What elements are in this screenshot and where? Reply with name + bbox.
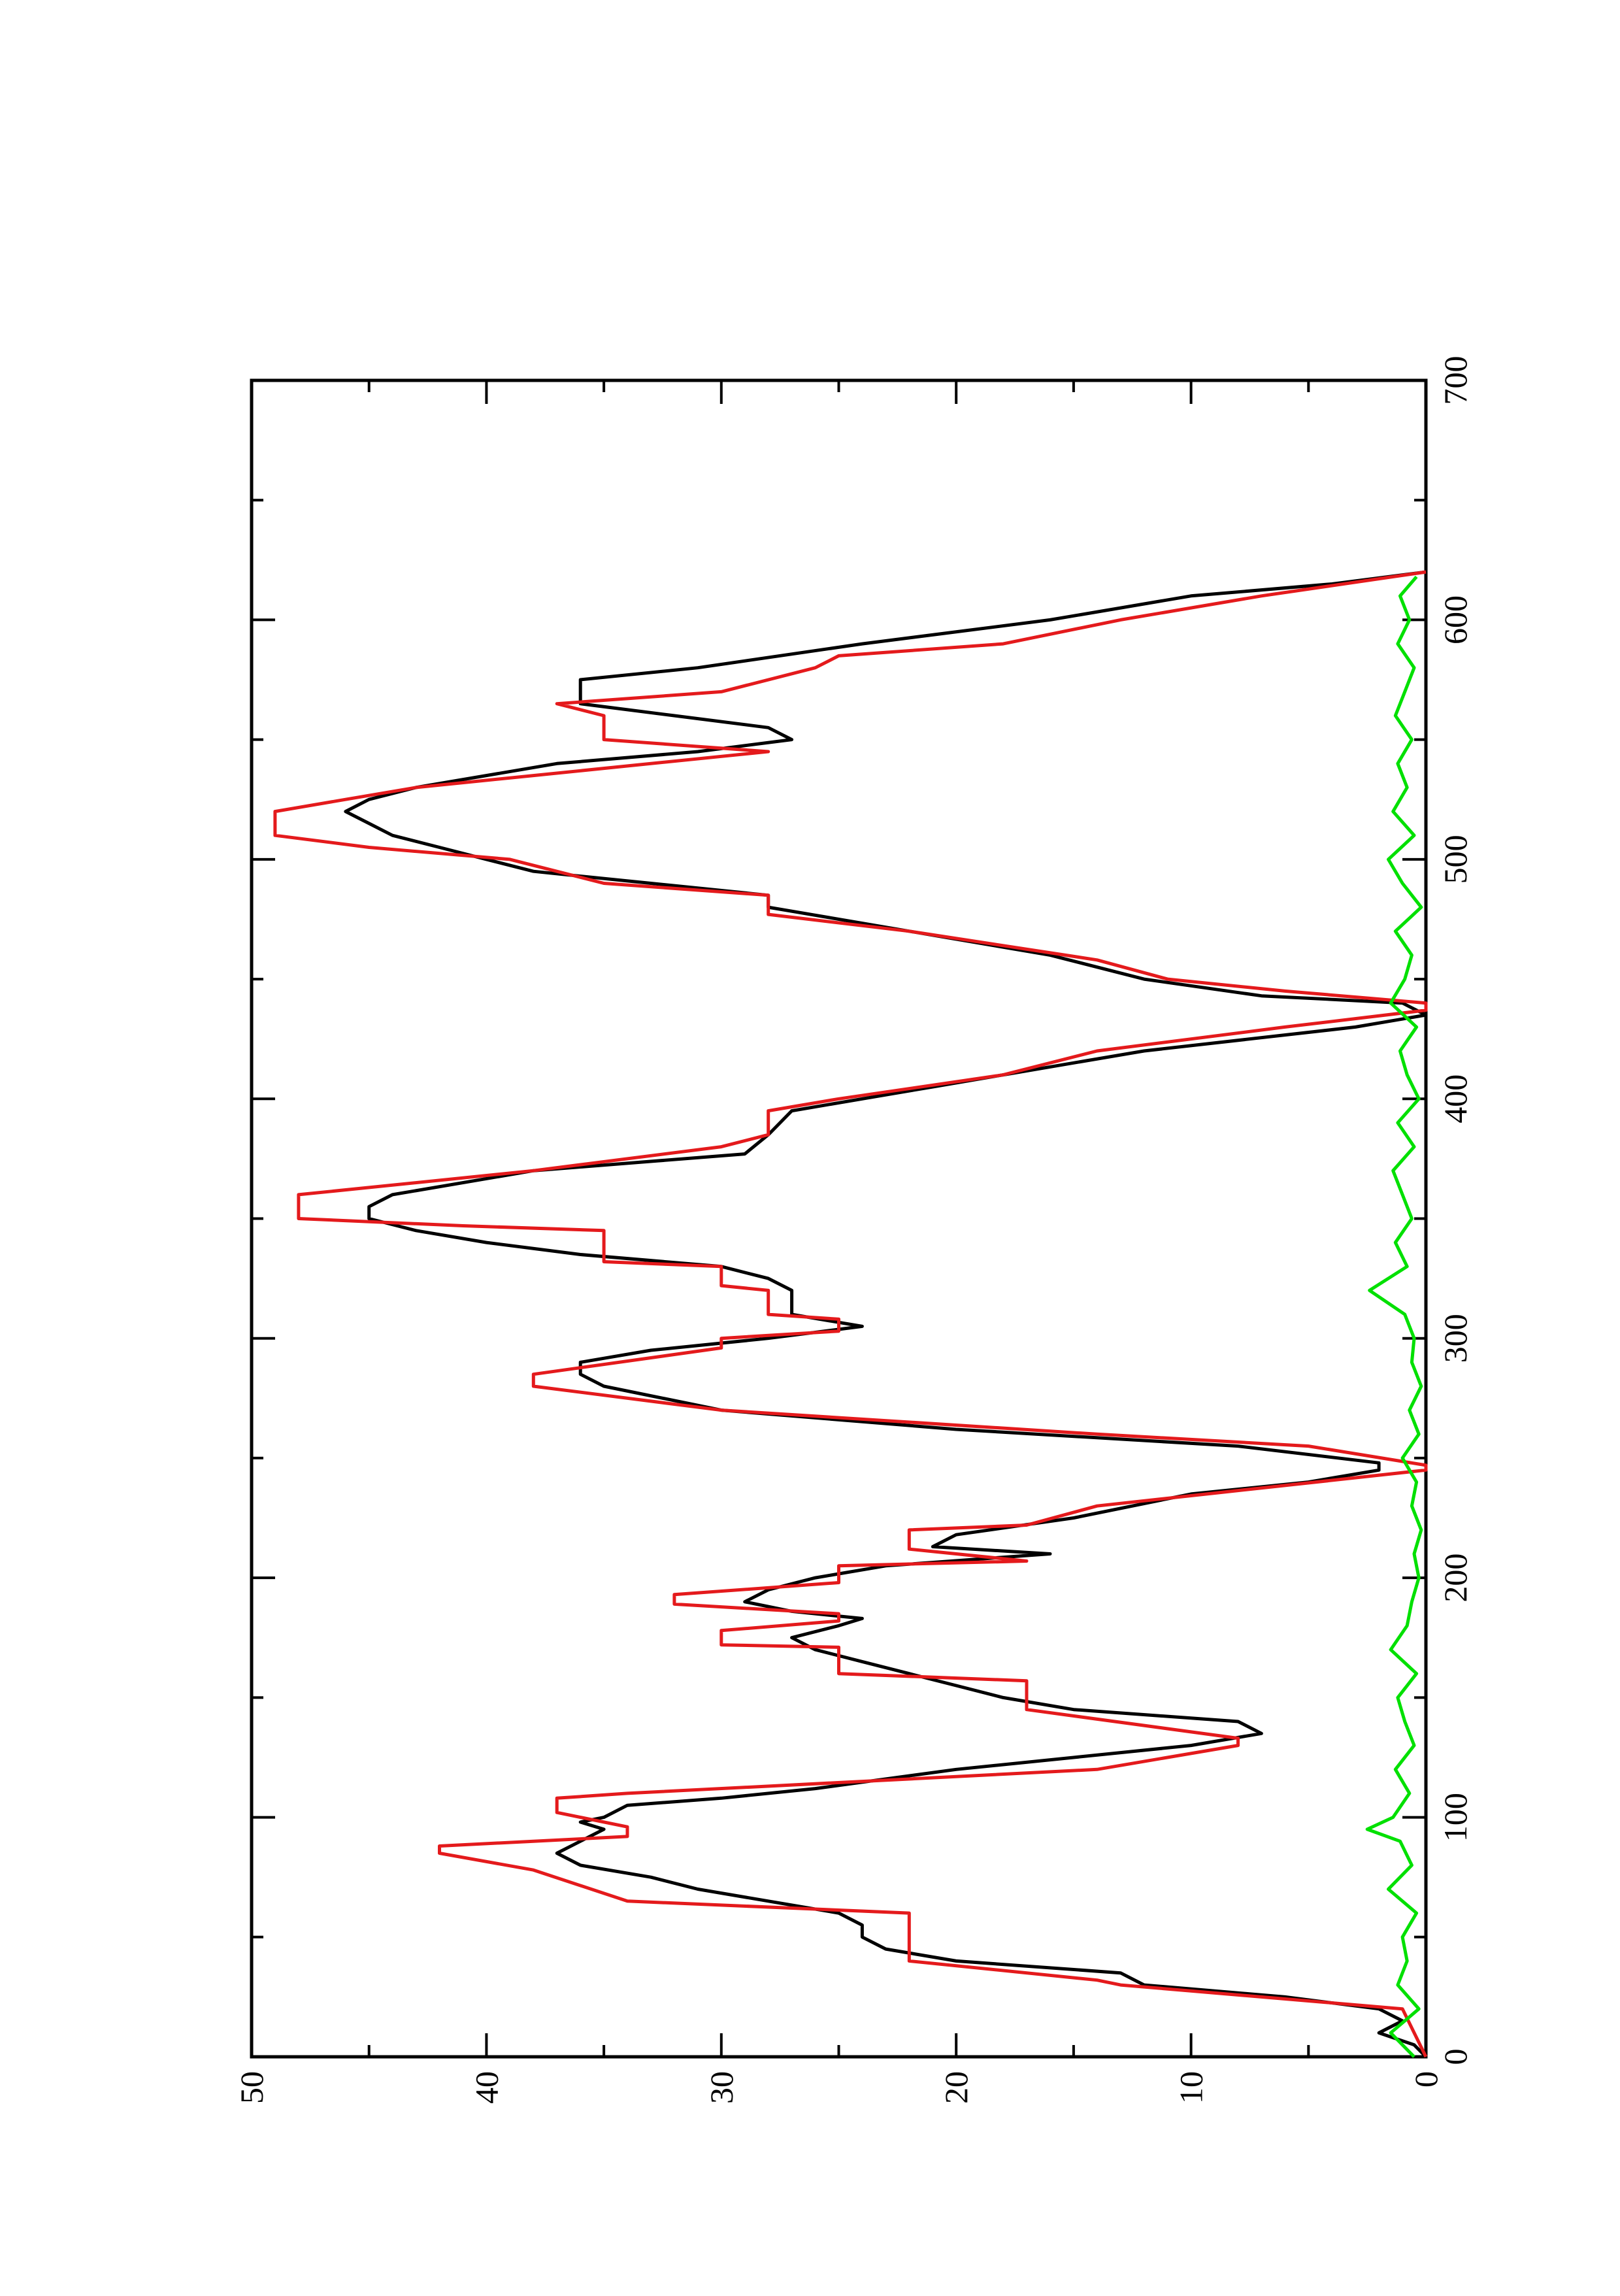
x-tick-label: 200 (1437, 1554, 1474, 1603)
plot: 0 100 200 300 400 500 600 700 0 10 20 30 40 50 (233, 356, 1474, 2105)
x-tick-label: 100 (1437, 1793, 1474, 1842)
y-tick-label: 20 (938, 2071, 974, 2104)
data-line (273, 570, 1428, 2058)
x-tick-label: 300 (1437, 1314, 1474, 1363)
data-line (344, 570, 1428, 2058)
x-tick-label: 0 (1437, 2049, 1474, 2065)
x-tick-label: 600 (1437, 595, 1474, 644)
y-tick-label: 0 (1408, 2071, 1444, 2088)
x-tick-label: 400 (1437, 1074, 1474, 1123)
data-line (1365, 575, 1423, 2058)
y-tick-label: 50 (233, 2071, 270, 2104)
plot-frame (250, 378, 1428, 2059)
y-tick-label: 10 (1173, 2071, 1210, 2104)
x-tick-label: 500 (1437, 835, 1474, 884)
y-tick-label: 40 (468, 2071, 504, 2104)
y-tick-label: 30 (703, 2071, 740, 2104)
x-tick-label: 700 (1437, 356, 1474, 405)
